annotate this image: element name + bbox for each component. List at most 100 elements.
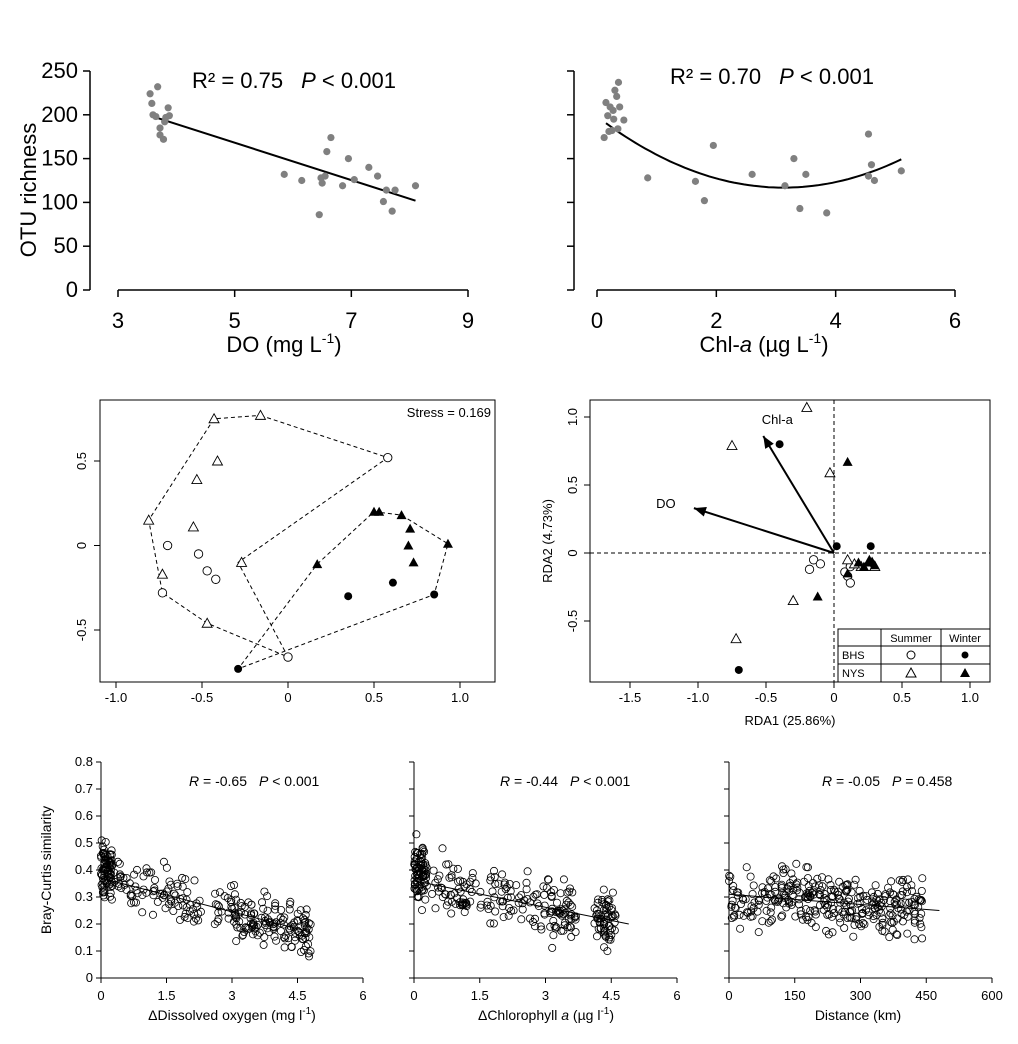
data-point	[540, 901, 549, 910]
data-point	[831, 887, 840, 896]
data-point	[441, 890, 450, 899]
data-point	[885, 897, 894, 906]
panel-f: R = -0.44 P < 0.001 ΔChlorophyll a (µg l-…	[409, 761, 681, 1023]
data-point	[165, 112, 173, 120]
data-point	[241, 923, 250, 932]
x-tick-label: 300	[850, 988, 872, 1003]
data-point	[428, 889, 437, 898]
data-point	[537, 925, 546, 934]
data-point	[746, 872, 755, 881]
panel-e-axes: 0 1.5 3 4.5 6 0 0.1 0.2 0.3 0.4 0.5 0.6 0.7 0.8	[75, 754, 367, 1003]
data-point	[730, 632, 742, 644]
data-point	[910, 918, 919, 927]
data-point	[214, 902, 223, 911]
data-point	[122, 874, 131, 883]
data-point	[419, 865, 428, 874]
data-point	[499, 913, 508, 922]
data-point	[504, 911, 513, 920]
data-point	[416, 857, 425, 866]
data-point	[142, 888, 151, 897]
data-point	[489, 919, 498, 928]
data-point	[839, 910, 848, 919]
data-point	[730, 903, 739, 912]
data-point	[805, 886, 814, 895]
data-point	[260, 887, 269, 896]
data-point	[500, 880, 509, 889]
data-point	[180, 912, 189, 921]
data-point	[739, 911, 748, 920]
data-point	[373, 172, 382, 180]
data-point	[132, 865, 141, 874]
data-point	[477, 900, 486, 909]
panel-f-axes: 0 1.5 3 4.5 6	[409, 761, 681, 1003]
data-point	[202, 566, 212, 576]
data-point	[277, 906, 286, 915]
data-point	[280, 170, 288, 178]
fit-curve	[605, 122, 902, 189]
data-point	[867, 161, 876, 169]
data-point	[802, 170, 810, 178]
panel-d-ylabel: RDA2 (4.73%)	[540, 499, 555, 583]
data-point	[318, 179, 326, 187]
data-point	[742, 863, 751, 872]
data-point	[766, 917, 775, 926]
data-point	[99, 888, 108, 897]
data-point	[126, 891, 135, 900]
y-tick-label: 100	[41, 189, 78, 214]
data-point	[247, 919, 256, 928]
data-point	[490, 873, 499, 882]
fit-line	[100, 877, 311, 933]
data-point	[260, 933, 269, 942]
data-point	[178, 882, 187, 891]
data-point	[269, 925, 278, 934]
data-point	[157, 588, 168, 598]
data-point	[910, 907, 919, 916]
panel-e: Bray-Curtis similarity R = -0.65 P < 0.00…	[38, 754, 367, 1023]
data-point	[766, 908, 775, 917]
y-tick-label: 0.8	[75, 754, 93, 769]
data-point	[824, 466, 836, 478]
data-point	[549, 931, 558, 940]
panel-d-axes: -1.5 -1.0 -0.5 0 0.5 1.0 -0.5 0 0.5 1.0	[565, 400, 990, 705]
data-point	[115, 859, 124, 868]
data-point	[864, 172, 873, 180]
data-point	[550, 921, 559, 930]
data-point	[571, 928, 580, 937]
data-point	[234, 664, 243, 673]
data-point	[822, 926, 831, 935]
data-point	[445, 873, 454, 882]
data-point	[559, 875, 568, 884]
panel-d-frame	[589, 399, 991, 683]
data-point	[411, 182, 420, 190]
data-point	[101, 838, 110, 847]
data-point	[871, 881, 880, 890]
data-point	[869, 892, 878, 901]
data-point	[816, 891, 825, 900]
data-point	[840, 924, 849, 933]
data-point	[403, 540, 414, 550]
data-point	[608, 126, 616, 135]
data-point	[247, 900, 256, 909]
data-point	[498, 902, 507, 911]
panel-g-axes: 0 150 300 450 600	[724, 761, 1003, 1003]
y-tick-label: -0.5	[565, 610, 580, 632]
data-point	[820, 889, 829, 898]
data-point	[246, 914, 255, 923]
data-point	[132, 886, 141, 895]
data-point	[835, 877, 844, 886]
data-point	[605, 926, 614, 935]
x-tick-label: 0.5	[365, 690, 383, 705]
data-point	[154, 83, 162, 91]
data-point	[829, 885, 838, 894]
panel-e-xlabel: ΔDissolved oxygen (mg l-1)	[148, 1006, 316, 1023]
data-point	[590, 904, 599, 913]
y-tick-label: 0.4	[75, 862, 93, 877]
data-point	[888, 911, 897, 920]
data-point	[785, 897, 794, 906]
data-point	[790, 155, 798, 163]
data-point	[169, 907, 178, 916]
data-point	[871, 900, 880, 909]
panel-a: OTU richness R² = 0.75 P < 0.001 DO (mg L…	[16, 58, 474, 357]
data-point	[778, 911, 787, 920]
data-point	[559, 926, 568, 935]
